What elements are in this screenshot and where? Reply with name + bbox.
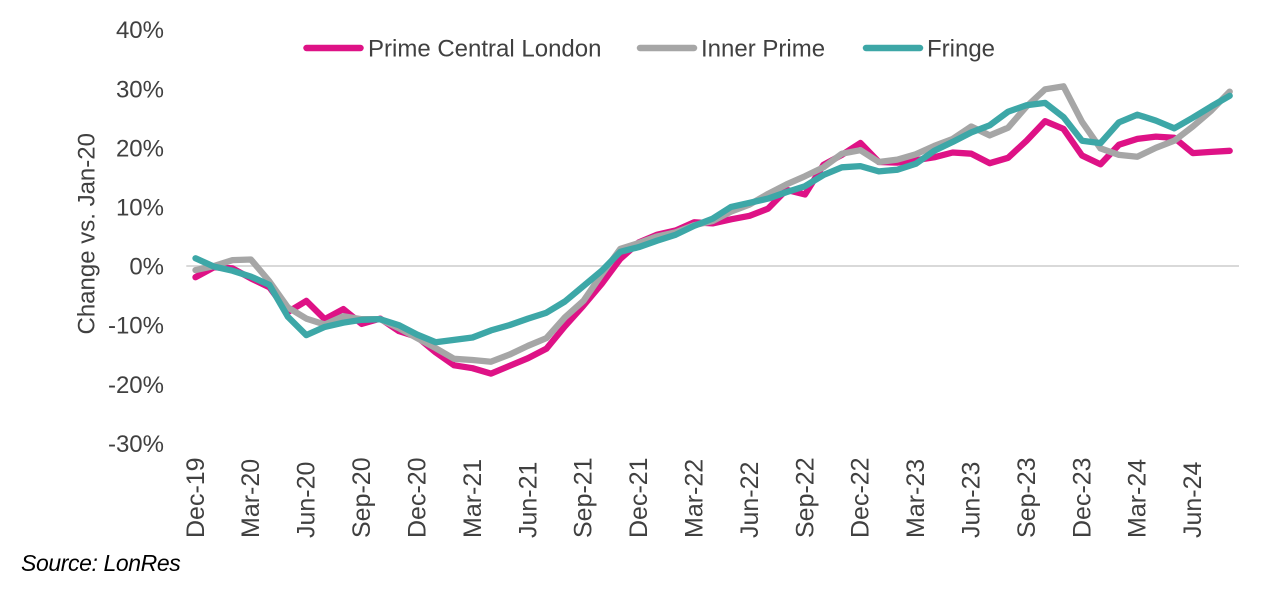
svg-text:Dec-19: Dec-19	[182, 457, 210, 538]
svg-text:Jun-23: Jun-23	[958, 462, 986, 538]
svg-text:20%: 20%	[116, 135, 164, 162]
svg-text:Prime Central London: Prime Central London	[368, 36, 601, 63]
svg-text:-10%: -10%	[108, 313, 164, 340]
svg-text:Jun-22: Jun-22	[736, 462, 764, 538]
svg-text:Sep-20: Sep-20	[348, 457, 376, 538]
svg-text:30%: 30%	[116, 76, 164, 103]
svg-text:Mar-23: Mar-23	[902, 459, 930, 538]
svg-text:Dec-21: Dec-21	[625, 457, 653, 538]
svg-text:Mar-24: Mar-24	[1124, 459, 1152, 538]
svg-text:Dec-23: Dec-23	[1068, 457, 1096, 538]
svg-text:Dec-20: Dec-20	[403, 457, 431, 538]
svg-text:0%: 0%	[129, 254, 164, 281]
svg-text:Source: LonRes: Source: LonRes	[21, 550, 181, 576]
svg-text:Inner Prime: Inner Prime	[701, 36, 825, 63]
svg-text:Mar-20: Mar-20	[237, 459, 265, 538]
svg-text:Sep-23: Sep-23	[1013, 457, 1041, 538]
svg-text:Sep-22: Sep-22	[791, 457, 819, 538]
svg-text:Dec-22: Dec-22	[847, 457, 875, 538]
svg-text:40%: 40%	[116, 17, 164, 44]
svg-text:Sep-21: Sep-21	[570, 457, 598, 538]
svg-text:Fringe: Fringe	[927, 36, 995, 63]
svg-text:Change vs. Jan-20: Change vs. Jan-20	[73, 133, 100, 334]
svg-text:Jun-21: Jun-21	[514, 462, 542, 538]
svg-text:-30%: -30%	[108, 431, 164, 458]
svg-text:Jun-20: Jun-20	[293, 462, 321, 538]
svg-text:Mar-22: Mar-22	[681, 459, 709, 538]
svg-text:10%: 10%	[116, 195, 164, 222]
svg-text:-20%: -20%	[108, 372, 164, 399]
svg-text:Jun-24: Jun-24	[1179, 461, 1207, 538]
svg-text:Mar-21: Mar-21	[459, 459, 487, 538]
